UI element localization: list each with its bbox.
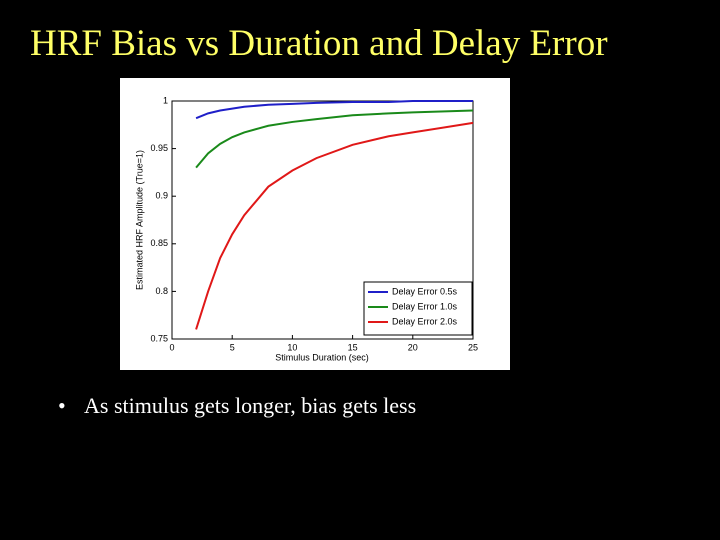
x-tick-label: 20 [408,342,418,352]
series-line [195,121,474,330]
slide-title: HRF Bias vs Duration and Delay Error [30,23,608,64]
series-line [195,100,473,120]
legend-box [363,281,473,336]
y-tick-label: 0.9 [155,191,168,201]
series-line [195,109,474,169]
x-tick-label: 25 [468,342,478,352]
bullet-text: As stimulus gets longer, bias gets less [84,393,417,418]
y-tick-label: 0.75 [150,333,168,343]
x-tick-label: 10 [287,342,297,352]
y-tick-label: 1 [163,95,168,105]
legend-label: Delay Error 0.5s [392,286,458,296]
y-tick-label: 0.85 [150,238,168,248]
y-tick-label: 0.95 [150,143,168,153]
bullet-marker: • [58,393,66,418]
x-tick-label: 0 [169,342,174,352]
legend-label: Delay Error 2.0s [392,316,458,326]
x-axis-label: Stimulus Duration (sec) [275,352,369,362]
bullet-item: • As stimulus gets longer, bias gets less [58,393,416,419]
x-tick-label: 15 [348,342,358,352]
x-tick-label: 5 [230,342,235,352]
y-axis-label: Estimated HRF Amplitude (True=1) [134,150,144,290]
legend-label: Delay Error 1.0s [392,301,458,311]
y-tick-label: 0.8 [155,286,168,296]
